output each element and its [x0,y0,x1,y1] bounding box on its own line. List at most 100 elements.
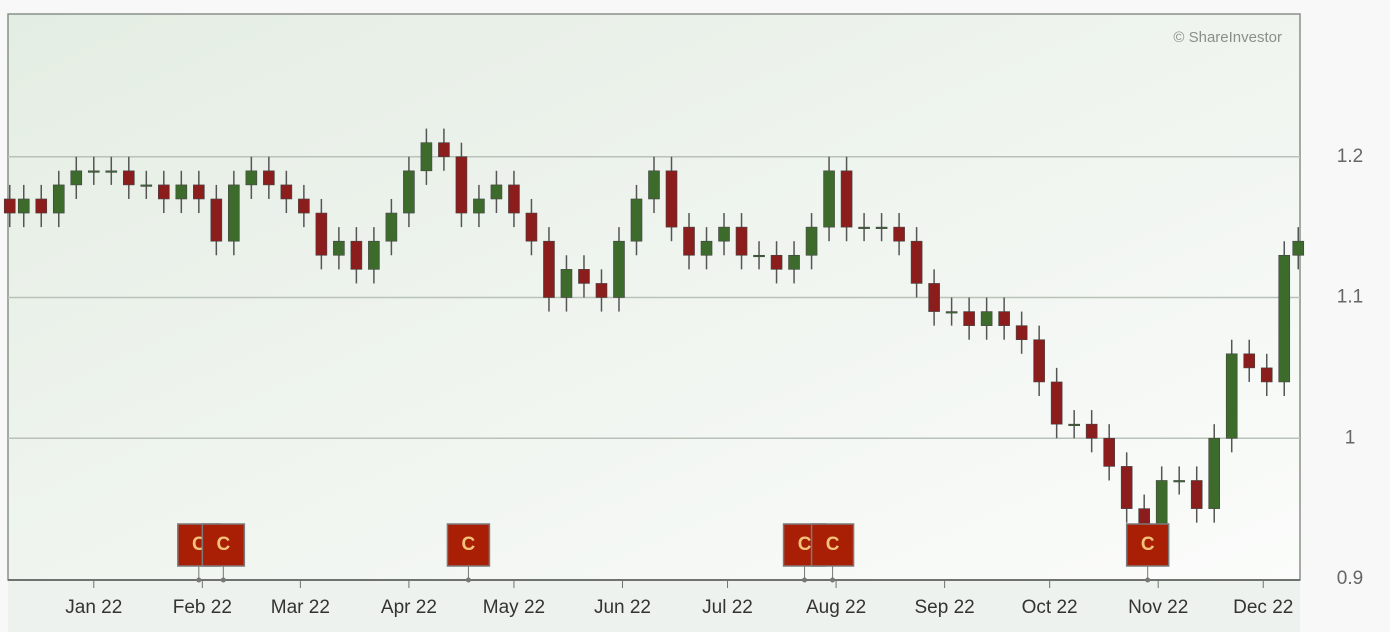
event-label: C [1141,534,1155,555]
candle-body [175,184,188,200]
event-marker [1125,523,1170,567]
candle-body [998,311,1010,326]
candle-body [490,184,503,200]
candle-body [315,212,328,256]
candle-body [683,226,695,256]
candle-body [1260,367,1273,383]
x-tick-label: Sep 22 [914,597,974,618]
candle-body [193,184,205,200]
x-tick-label: Mar 22 [271,597,330,618]
candle-body [1103,437,1115,467]
candle-body [333,240,345,256]
candle-body [1085,423,1098,439]
candle-body [3,198,16,214]
candle-body [718,226,730,242]
candle-body [368,240,380,270]
event-label: C [216,534,230,555]
candle-body [105,170,118,173]
event-label: C [798,534,812,555]
candle-body [385,212,398,242]
candle-body [228,184,240,242]
x-tick-label: Jan 22 [65,597,122,618]
candle-body [543,240,555,298]
candle-body [753,254,765,258]
candle-body [980,311,993,326]
candle-body [245,170,258,186]
candle-body [595,283,608,298]
candle-body [508,184,520,214]
candle-body [403,170,415,214]
x-tick-label: Dec 22 [1233,597,1293,618]
candle-body [1120,466,1133,509]
candle-body [910,240,923,284]
candle-body [788,254,800,270]
candle-body [665,170,678,228]
x-tick-label: Apr 22 [381,597,437,618]
candle-body [87,170,100,173]
event-dot [830,577,836,583]
candle-body [420,142,433,172]
watermark: © ShareInvestor [1173,29,1282,46]
candle-body [298,198,310,214]
candle-body [770,254,783,270]
event-dot [802,577,808,583]
candle-body [17,198,30,214]
x-tick-label: Feb 22 [173,597,232,618]
candle-body [893,226,905,242]
candle-body [875,226,888,229]
candle-body [1225,353,1238,439]
candle-body [158,184,170,200]
x-tick-label: Jun 22 [594,597,651,618]
candle-body [648,170,660,200]
candle-body [945,311,958,314]
candle-body [613,240,625,298]
candle-body [1243,353,1256,369]
candle-body [963,311,975,326]
x-tick-label: May 22 [483,597,545,618]
candle-body [1190,480,1203,509]
x-tick-label: Jul 22 [702,597,753,618]
candle-body [858,226,870,229]
candle-body [455,156,468,214]
candle-body [210,198,223,242]
y-tick-label: 0.9 [1337,568,1363,589]
candle-body [473,198,485,214]
candle-body [35,198,48,214]
candle-body [263,170,275,186]
candle-body [805,226,818,256]
event-dot [1145,577,1151,583]
x-tick-label: Aug 22 [806,597,866,618]
event-label: C [462,534,476,555]
event-marker [201,523,246,567]
event-marker [446,523,491,567]
candle-body [525,212,538,242]
event-label: C [826,534,840,555]
candle-body [630,198,643,242]
candle-body [840,170,853,228]
candle-body [140,184,153,187]
candle-body [70,170,83,186]
candle-body [1278,254,1291,383]
candle-body [578,269,590,284]
x-tick-label: Oct 22 [1022,597,1078,618]
y-tick-label: 1.2 [1337,146,1363,167]
candle-body [1208,437,1221,509]
candle-body [1292,240,1305,256]
candle-body [560,269,573,298]
candle-body [928,283,940,312]
candle-body [280,184,293,200]
event-dot [220,577,226,583]
x-tick-label: Nov 22 [1128,597,1188,618]
candle-body [1033,339,1045,383]
candle-body [1015,325,1028,341]
candle-body [350,240,363,270]
y-tick-label: 1.1 [1337,287,1363,308]
y-tick-label: 1 [1345,427,1356,448]
candle-body [823,170,835,228]
candle-body [735,226,748,256]
candle-body [438,142,450,158]
x-axis-band [8,580,1300,632]
candle-body [122,170,135,186]
candle-body [52,184,65,214]
